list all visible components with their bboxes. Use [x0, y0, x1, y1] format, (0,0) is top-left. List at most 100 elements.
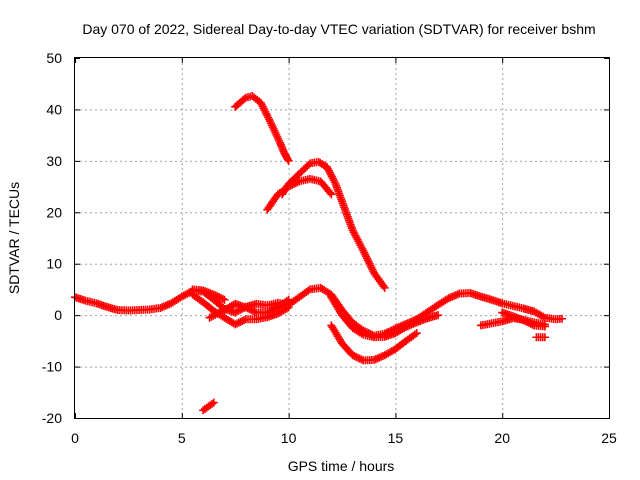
- data-point: [327, 190, 336, 199]
- series-arc-9: [532, 333, 549, 342]
- data-point: [364, 257, 373, 266]
- data-point: [434, 311, 443, 320]
- data-point: [350, 352, 359, 361]
- x-tick-label: 10: [281, 430, 297, 446]
- data-point: [354, 353, 363, 362]
- data-point: [211, 291, 220, 300]
- data-point: [263, 308, 272, 317]
- data-series: [71, 92, 567, 415]
- data-point: [256, 98, 265, 107]
- series-arc-12: [278, 157, 389, 292]
- data-point: [284, 156, 293, 165]
- data-point: [215, 293, 224, 302]
- data-point: [259, 104, 268, 113]
- data-point: [526, 319, 535, 328]
- x-tick-label: 15: [388, 430, 404, 446]
- data-point: [209, 398, 218, 407]
- data-point: [558, 314, 567, 323]
- data-point: [243, 304, 252, 313]
- data-point: [524, 318, 533, 327]
- x-axis-label: GPS time / hours: [288, 458, 395, 474]
- data-point: [238, 316, 247, 325]
- y-tick-label: -20: [42, 410, 62, 426]
- data-point: [240, 94, 249, 103]
- data-point: [265, 307, 274, 316]
- data-point: [362, 254, 371, 263]
- data-point: [412, 329, 421, 338]
- data-point: [250, 307, 259, 316]
- data-point: [379, 282, 388, 291]
- y-tick-label: 10: [46, 256, 62, 272]
- x-tick-label: 25: [601, 430, 617, 446]
- data-point: [361, 250, 370, 259]
- series-arc-6: [327, 321, 421, 365]
- data-point: [240, 316, 249, 325]
- data-point: [262, 109, 271, 118]
- data-point: [540, 322, 549, 331]
- data-point: [241, 303, 250, 312]
- data-point: [231, 320, 240, 329]
- x-tick-label: 0: [71, 430, 79, 446]
- plot-frame: [74, 57, 610, 419]
- data-point: [362, 252, 371, 261]
- data-point: [348, 351, 357, 360]
- y-tick-label: 0: [54, 307, 62, 323]
- y-tick-label: 20: [46, 204, 62, 220]
- data-point: [363, 256, 372, 265]
- series-arc-13: [199, 398, 218, 415]
- data-point: [357, 329, 366, 338]
- data-point: [539, 312, 548, 321]
- chart-title: Day 070 of 2022, Sidereal Day-to-day VTE…: [82, 21, 595, 37]
- data-point: [282, 297, 291, 305]
- data-point: [293, 178, 302, 187]
- data-point: [260, 106, 269, 115]
- y-tick-label: -10: [42, 359, 62, 375]
- data-point: [380, 283, 389, 292]
- data-point: [325, 188, 334, 197]
- data-point: [400, 324, 409, 332]
- data-point: [540, 333, 549, 342]
- axis-ticks: 0 5 10 15 20 25 -20 -10 0 10 20 30 40 50: [42, 50, 617, 446]
- data-point: [282, 304, 291, 313]
- series-arc-3: [205, 295, 293, 322]
- data-point: [261, 107, 270, 116]
- series-arc-8: [498, 308, 549, 331]
- data-point: [519, 316, 528, 325]
- data-point: [249, 306, 257, 315]
- data-point: [410, 330, 419, 339]
- series-arc-5: [327, 293, 443, 342]
- data-point: [528, 320, 537, 329]
- data-point: [365, 259, 374, 268]
- x-tick-label: 5: [178, 430, 186, 446]
- series-arc-4: [188, 285, 229, 304]
- data-point: [258, 102, 267, 111]
- data-point: [359, 246, 368, 255]
- data-point: [236, 317, 245, 326]
- series-arc-10: [231, 92, 293, 165]
- y-tick-label: 40: [46, 101, 62, 117]
- data-point: [220, 295, 229, 304]
- data-point: [366, 261, 375, 270]
- data-point: [304, 160, 313, 169]
- data-point: [283, 155, 292, 164]
- data-point: [232, 319, 241, 328]
- data-point: [367, 263, 376, 272]
- data-point: [284, 295, 293, 304]
- data-point: [234, 318, 243, 327]
- data-point: [208, 399, 217, 408]
- data-point: [521, 317, 530, 326]
- data-point: [355, 354, 364, 363]
- y-axis-label: SDTVAR / TECUs: [6, 182, 22, 294]
- data-point: [245, 305, 254, 314]
- x-tick-label: 20: [494, 430, 510, 446]
- data-point: [368, 265, 377, 274]
- data-point: [257, 100, 266, 109]
- y-tick-label: 50: [46, 50, 62, 66]
- data-point: [523, 318, 532, 326]
- data-point: [218, 294, 227, 303]
- data-point: [304, 286, 313, 295]
- data-point: [266, 306, 275, 315]
- data-point: [360, 248, 369, 257]
- y-tick-label: 30: [46, 153, 62, 169]
